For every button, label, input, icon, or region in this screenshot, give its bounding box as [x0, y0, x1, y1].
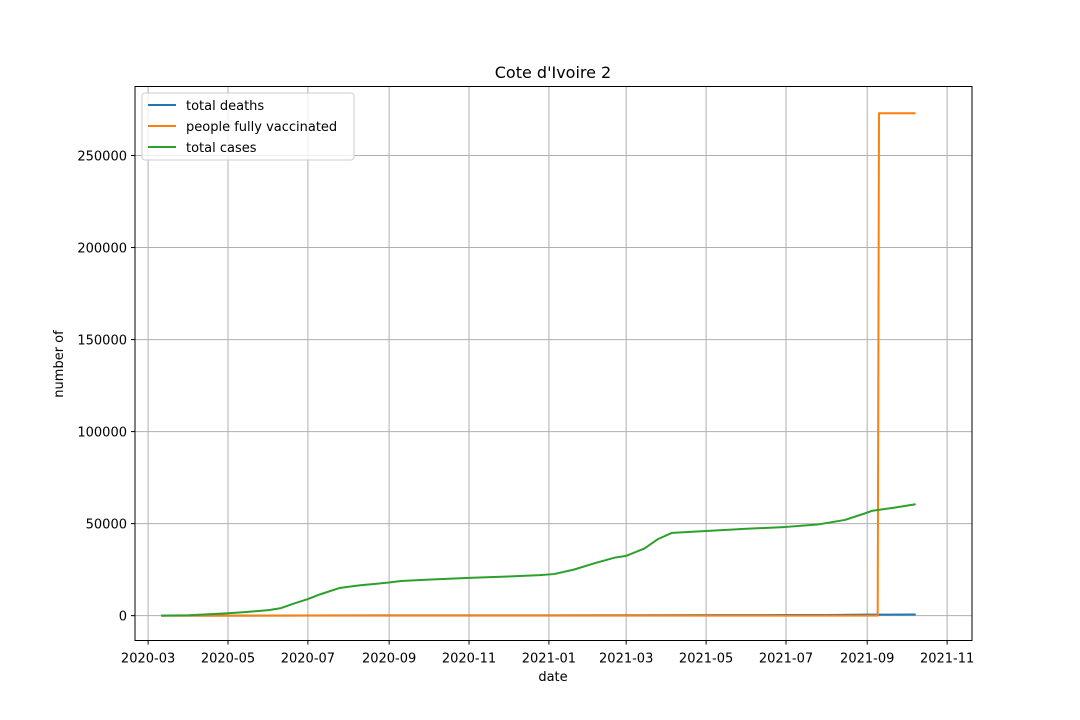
ticks: 2020-03 2020-05 2020-07 2020-09 2020-11 2021-…	[77, 150, 974, 667]
y-tick-label: 150000	[77, 334, 127, 349]
chart-title: Cote d'Ivoire 2	[495, 63, 611, 82]
series-line-total-cases	[161, 503, 916, 617]
legend-label-people-fully-vaccinated: people fully vaccinated	[186, 120, 337, 135]
legend-box	[141, 92, 355, 161]
x-tick-label: 2020-11	[442, 652, 496, 667]
x-tick-label: 2021-01	[522, 652, 576, 667]
grid	[135, 86, 972, 641]
legend-label-total-deaths: total deaths	[186, 99, 264, 114]
x-tick-label: 2020-05	[201, 652, 255, 667]
x-tick-label: 2021-09	[840, 652, 894, 667]
x-tick-label: 2020-03	[121, 652, 175, 667]
legend: total deaths people fully vaccinated tot…	[141, 92, 355, 161]
y-axis-label: number of	[52, 330, 67, 398]
y-tick-label: 200000	[77, 242, 127, 257]
series-lines	[161, 112, 916, 617]
x-tick-label: 2020-09	[362, 652, 416, 667]
series-line-people-fully-vaccinated	[161, 112, 916, 617]
y-tick-label: 50000	[86, 518, 127, 533]
plot-frame	[134, 86, 973, 641]
x-tick-label: 2021-07	[759, 652, 813, 667]
y-tick-label: 0	[119, 610, 127, 625]
legend-label-total-cases: total cases	[186, 141, 257, 156]
y-tick-label: 250000	[77, 150, 127, 165]
x-tick-label: 2021-05	[679, 652, 733, 667]
x-tick-label: 2020-07	[281, 652, 335, 667]
y-tick-label: 100000	[77, 426, 127, 441]
x-axis-label: date	[538, 670, 567, 685]
x-tick-label: 2021-03	[599, 652, 653, 667]
x-tick-label: 2021-11	[920, 652, 974, 667]
